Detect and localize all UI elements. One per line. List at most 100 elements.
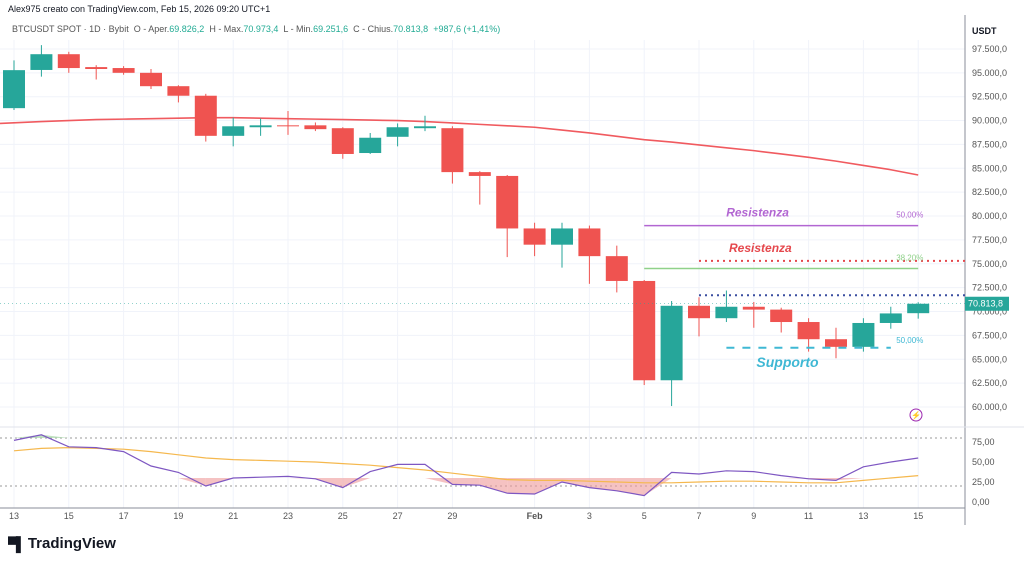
price-tick-label: 97.500,0 bbox=[972, 44, 1007, 54]
candle-up bbox=[414, 126, 436, 129]
currency-label: USDT bbox=[972, 26, 997, 36]
candle-down bbox=[688, 305, 710, 319]
last-price-label: 70.813,8 bbox=[968, 299, 1003, 309]
candle-down bbox=[605, 256, 628, 281]
time-tick-label: 13 bbox=[858, 511, 868, 521]
time-tick-label: 15 bbox=[64, 511, 74, 521]
lightning-icon bbox=[909, 408, 923, 422]
time-tick-label: 21 bbox=[228, 511, 238, 521]
time-tick-label: 27 bbox=[393, 511, 403, 521]
time-tick-label: Feb bbox=[527, 511, 544, 521]
open-value: 69.826,2 bbox=[169, 24, 205, 34]
rsi-tick-label: 25,00 bbox=[972, 477, 995, 487]
high-label: H - Max. bbox=[209, 24, 244, 34]
price-tick-label: 80.000,0 bbox=[972, 211, 1007, 221]
candle-down bbox=[140, 72, 162, 87]
price-tick-label: 62.500,0 bbox=[972, 378, 1007, 388]
symbol-info-bar: BTCUSDT SPOT · 1D · Bybit O - Aper.69.82… bbox=[12, 24, 500, 34]
candle-up bbox=[222, 126, 245, 136]
logo-text: TradingView bbox=[27, 535, 116, 552]
candle-up bbox=[715, 306, 738, 319]
high-value: 70.973,4 bbox=[243, 24, 279, 34]
candle-up bbox=[359, 137, 382, 154]
candle-up bbox=[852, 322, 875, 347]
candle-up bbox=[907, 303, 930, 314]
close-label: C - Chius. bbox=[353, 24, 394, 34]
candle-down bbox=[825, 339, 847, 347]
rsi-oversold-fill bbox=[479, 478, 508, 494]
level-label: Resistenza bbox=[726, 206, 789, 220]
price-tick-label: 82.500,0 bbox=[972, 187, 1007, 197]
price-tick-label: 75.000,0 bbox=[972, 259, 1007, 269]
rsi-oversold-fill bbox=[507, 478, 535, 494]
candle-down bbox=[112, 68, 135, 73]
price-tick-label: 87.500,0 bbox=[972, 139, 1007, 149]
candle-down bbox=[468, 172, 491, 176]
price-tick-label: 85.000,0 bbox=[972, 163, 1007, 173]
time-tick-label: 7 bbox=[696, 511, 701, 521]
low-value: 69.251,6 bbox=[313, 24, 349, 34]
candle-down bbox=[633, 280, 656, 381]
level-label: Supporto bbox=[756, 354, 819, 370]
moving-average-line bbox=[0, 116, 919, 176]
rsi-oversold-fill bbox=[178, 478, 206, 486]
candle-down bbox=[57, 54, 80, 69]
time-tick-label: 15 bbox=[913, 511, 923, 521]
candle-down bbox=[331, 128, 354, 154]
rsi-oversold-fill bbox=[534, 478, 562, 494]
price-tick-label: 72.500,0 bbox=[972, 283, 1007, 293]
candle-down bbox=[85, 67, 108, 70]
price-tick-label: 77.500,0 bbox=[972, 235, 1007, 245]
candle-up bbox=[660, 305, 683, 381]
candle-down bbox=[797, 322, 820, 340]
rsi-oversold-fill bbox=[342, 478, 371, 488]
time-tick-label: 25 bbox=[338, 511, 348, 521]
rsi-line bbox=[13, 434, 919, 497]
candle-up bbox=[386, 127, 409, 137]
price-tick-label: 70.000,0 bbox=[972, 307, 1007, 317]
candle-down bbox=[770, 309, 793, 323]
time-tick-label: 11 bbox=[804, 511, 813, 521]
time-tick-label: 5 bbox=[642, 511, 647, 521]
candle-down bbox=[523, 228, 546, 245]
rsi-oversold-fill bbox=[836, 478, 864, 481]
candle-up bbox=[30, 54, 53, 70]
rsi-oversold-fill bbox=[644, 478, 672, 496]
candle-up bbox=[879, 313, 902, 323]
tradingview-logo: ▀▌ TradingView bbox=[8, 535, 116, 552]
rsi-oversold-fill bbox=[452, 478, 480, 486]
close-value: 70.813,8 bbox=[393, 24, 429, 34]
candle-up bbox=[551, 228, 573, 245]
rsi-tick-label: 0,00 bbox=[972, 497, 990, 507]
symbol-name[interactable]: BTCUSDT SPOT · 1D · Bybit bbox=[12, 24, 129, 34]
candle-up bbox=[249, 125, 272, 128]
open-label: O - Aper. bbox=[133, 24, 170, 34]
time-tick-label: 3 bbox=[587, 511, 592, 521]
time-tick-label: 13 bbox=[9, 511, 19, 521]
fib-percent-label: 50,00% bbox=[896, 211, 923, 220]
level-label: Resistenza bbox=[729, 241, 792, 255]
price-tick-label: 90.000,0 bbox=[972, 116, 1007, 126]
time-tick-label: 23 bbox=[283, 511, 293, 521]
change-value: +987,6 (+1,41%) bbox=[433, 24, 501, 34]
price-tick-label: 92.500,0 bbox=[972, 92, 1007, 102]
candle-down bbox=[304, 125, 327, 130]
rsi-tick-label: 50,00 bbox=[972, 457, 995, 467]
low-label: L - Min. bbox=[283, 24, 314, 34]
time-tick-label: 19 bbox=[173, 511, 183, 521]
rsi-ma-line bbox=[13, 446, 919, 484]
candle-down bbox=[194, 95, 217, 136]
price-tick-label: 60.000,0 bbox=[972, 402, 1007, 412]
time-tick-label: 9 bbox=[751, 511, 756, 521]
candle-down bbox=[277, 125, 299, 127]
price-tick-label: 95.000,0 bbox=[972, 68, 1007, 78]
candle-down bbox=[496, 175, 519, 229]
price-tick-label: 65.000,0 bbox=[972, 354, 1007, 364]
fib-percent-label: 50,00% bbox=[896, 336, 923, 345]
lightning-glyph: ⚡ bbox=[911, 410, 921, 420]
candle-down bbox=[167, 86, 190, 96]
author-line: Alex975 creato con TradingView.com, Feb … bbox=[8, 4, 271, 14]
candle-down bbox=[742, 306, 765, 310]
